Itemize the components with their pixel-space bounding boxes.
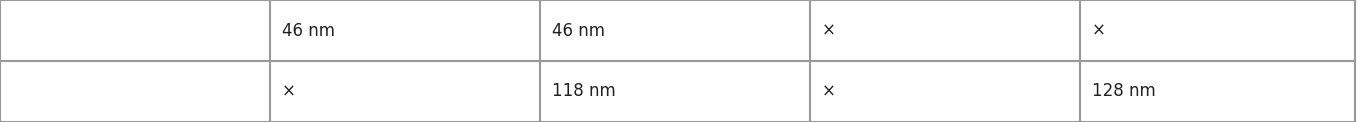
Text: ×: × [822,21,836,40]
Text: 118 nm: 118 nm [552,82,616,101]
Text: 46 nm: 46 nm [282,21,335,40]
Text: 128 nm: 128 nm [1092,82,1156,101]
Text: 46 nm: 46 nm [552,21,605,40]
Text: ×: × [282,82,296,101]
Text: ×: × [1092,21,1105,40]
Text: ×: × [822,82,836,101]
